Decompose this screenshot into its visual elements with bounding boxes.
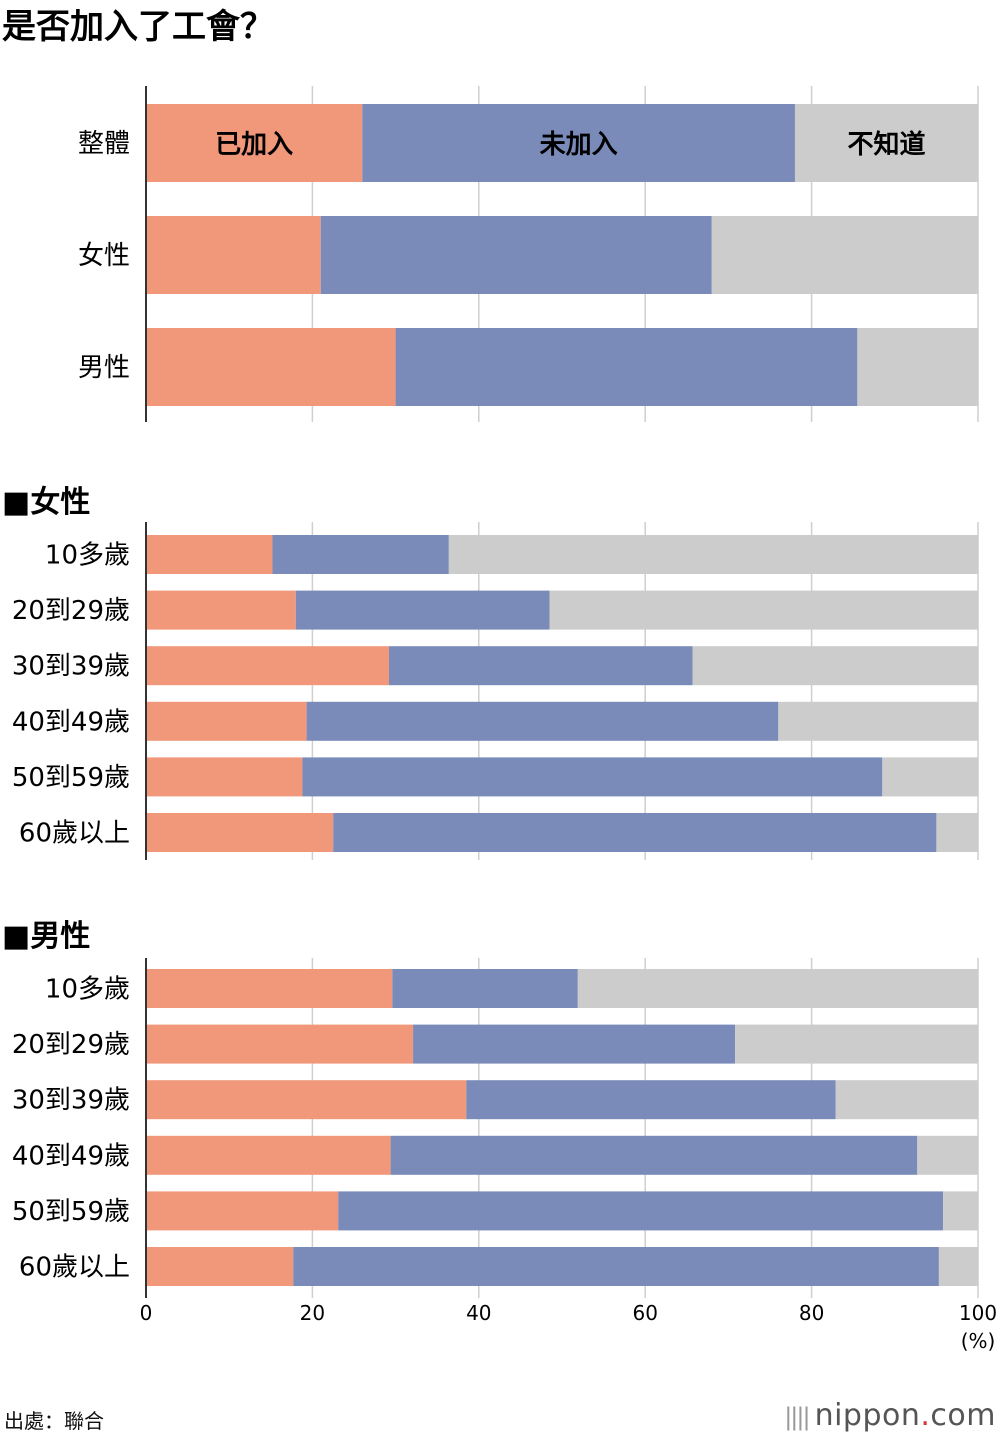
logo-mark-icon: ||||: [784, 1403, 810, 1431]
bar-1-2-1: [388, 646, 693, 686]
bar-1-3-2: [778, 701, 978, 741]
bar-2-2-1: [466, 1080, 836, 1120]
bar-0-1-1: [320, 216, 712, 294]
bar-1-5-2: [936, 813, 978, 852]
bar-2-3-2: [917, 1135, 978, 1175]
section-header-1: ■女性: [2, 485, 90, 520]
category-label-0-2: 男性: [78, 353, 130, 383]
x-tick-0: 0: [140, 1301, 153, 1325]
category-label-1-4: 50到59歲: [12, 763, 130, 793]
category-label-1-2: 30到39歲: [12, 652, 130, 682]
category-label-2-4: 50到59歲: [12, 1197, 130, 1227]
bar-2-1-1: [413, 1024, 736, 1064]
bar-1-2-0: [146, 646, 389, 686]
bar-1-1-1: [295, 590, 550, 630]
bar-2-3-1: [390, 1135, 918, 1175]
x-tick-60: 60: [632, 1301, 657, 1325]
bar-2-0-2: [577, 969, 978, 1008]
source-note: 出處：聯合: [4, 1409, 104, 1433]
bar-1-4-0: [146, 757, 303, 797]
category-label-0-1: 女性: [78, 241, 130, 271]
bar-0-1-0: [146, 216, 321, 294]
bar-0-2-2: [857, 328, 978, 406]
bar-1-0-1: [272, 535, 449, 574]
logo-dot: .: [920, 1398, 931, 1433]
x-tick-20: 20: [300, 1301, 325, 1325]
bar-2-0-0: [146, 969, 393, 1008]
bar-1-4-2: [882, 757, 978, 797]
bar-0-0-2: [794, 104, 978, 182]
bar-2-4-0: [146, 1191, 339, 1231]
category-label-1-3: 40到49歲: [12, 707, 130, 737]
bar-2-1-0: [146, 1024, 414, 1064]
bar-2-5-0: [146, 1247, 294, 1286]
series-label-1: 未加入: [540, 130, 618, 160]
bar-2-0-1: [392, 969, 578, 1008]
logo-tld: com: [930, 1398, 996, 1433]
bar-2-1-2: [735, 1024, 978, 1064]
bar-2-2-2: [835, 1080, 978, 1120]
bar-2-5-2: [938, 1247, 978, 1286]
bar-0-2-1: [395, 328, 858, 406]
bar-1-3-0: [146, 701, 307, 741]
category-label-2-3: 40到49歲: [12, 1141, 130, 1171]
bar-0-0-1: [362, 104, 795, 182]
bar-1-3-1: [306, 701, 779, 741]
x-axis: 0 20 40 60 80 100 (%): [140, 86, 997, 1353]
bar-2-2-0: [146, 1080, 467, 1120]
section-header-2: ■男性: [2, 919, 90, 954]
bar-1-1-2: [549, 590, 978, 630]
category-label-0-0: 整體: [78, 129, 130, 159]
bar-2-5-1: [293, 1247, 939, 1286]
category-label-2-0: 10多歲: [45, 975, 130, 1005]
x-tick-40: 40: [466, 1301, 491, 1325]
bar-0-0-0: [146, 104, 363, 182]
category-label-2-2: 30到39歲: [12, 1086, 130, 1116]
x-tick-100: 100: [959, 1301, 997, 1325]
bar-0-2-0: [146, 328, 396, 406]
category-label-2-5: 60歲以上: [19, 1253, 130, 1283]
bar-2-4-1: [338, 1191, 944, 1231]
x-tick-80: 80: [799, 1301, 824, 1325]
bar-0-1-2: [711, 216, 978, 294]
chart-title: 是否加入了工會？: [2, 7, 274, 47]
bar-1-2-2: [692, 646, 978, 686]
bar-1-0-0: [146, 535, 273, 574]
bar-2-4-2: [943, 1191, 978, 1231]
series-label-2: 不知道: [847, 129, 925, 160]
bar-1-4-1: [302, 757, 883, 797]
series-label-0: 已加入: [215, 130, 293, 160]
category-label-1-0: 10多歲: [45, 541, 130, 571]
nippon-logo: |||| nippon.com: [784, 1398, 996, 1433]
category-label-1-5: 60歲以上: [19, 819, 130, 849]
x-unit-label: (%): [961, 1329, 996, 1353]
category-label-2-1: 20到29歲: [12, 1030, 130, 1060]
logo-brand: nippon: [814, 1398, 921, 1433]
category-label-1-1: 20到29歲: [12, 596, 130, 626]
bar-1-0-2: [448, 535, 978, 574]
bar-1-5-1: [333, 813, 937, 852]
bar-2-3-0: [146, 1135, 391, 1175]
bar-1-5-0: [146, 813, 334, 852]
bar-1-1-0: [146, 590, 296, 630]
